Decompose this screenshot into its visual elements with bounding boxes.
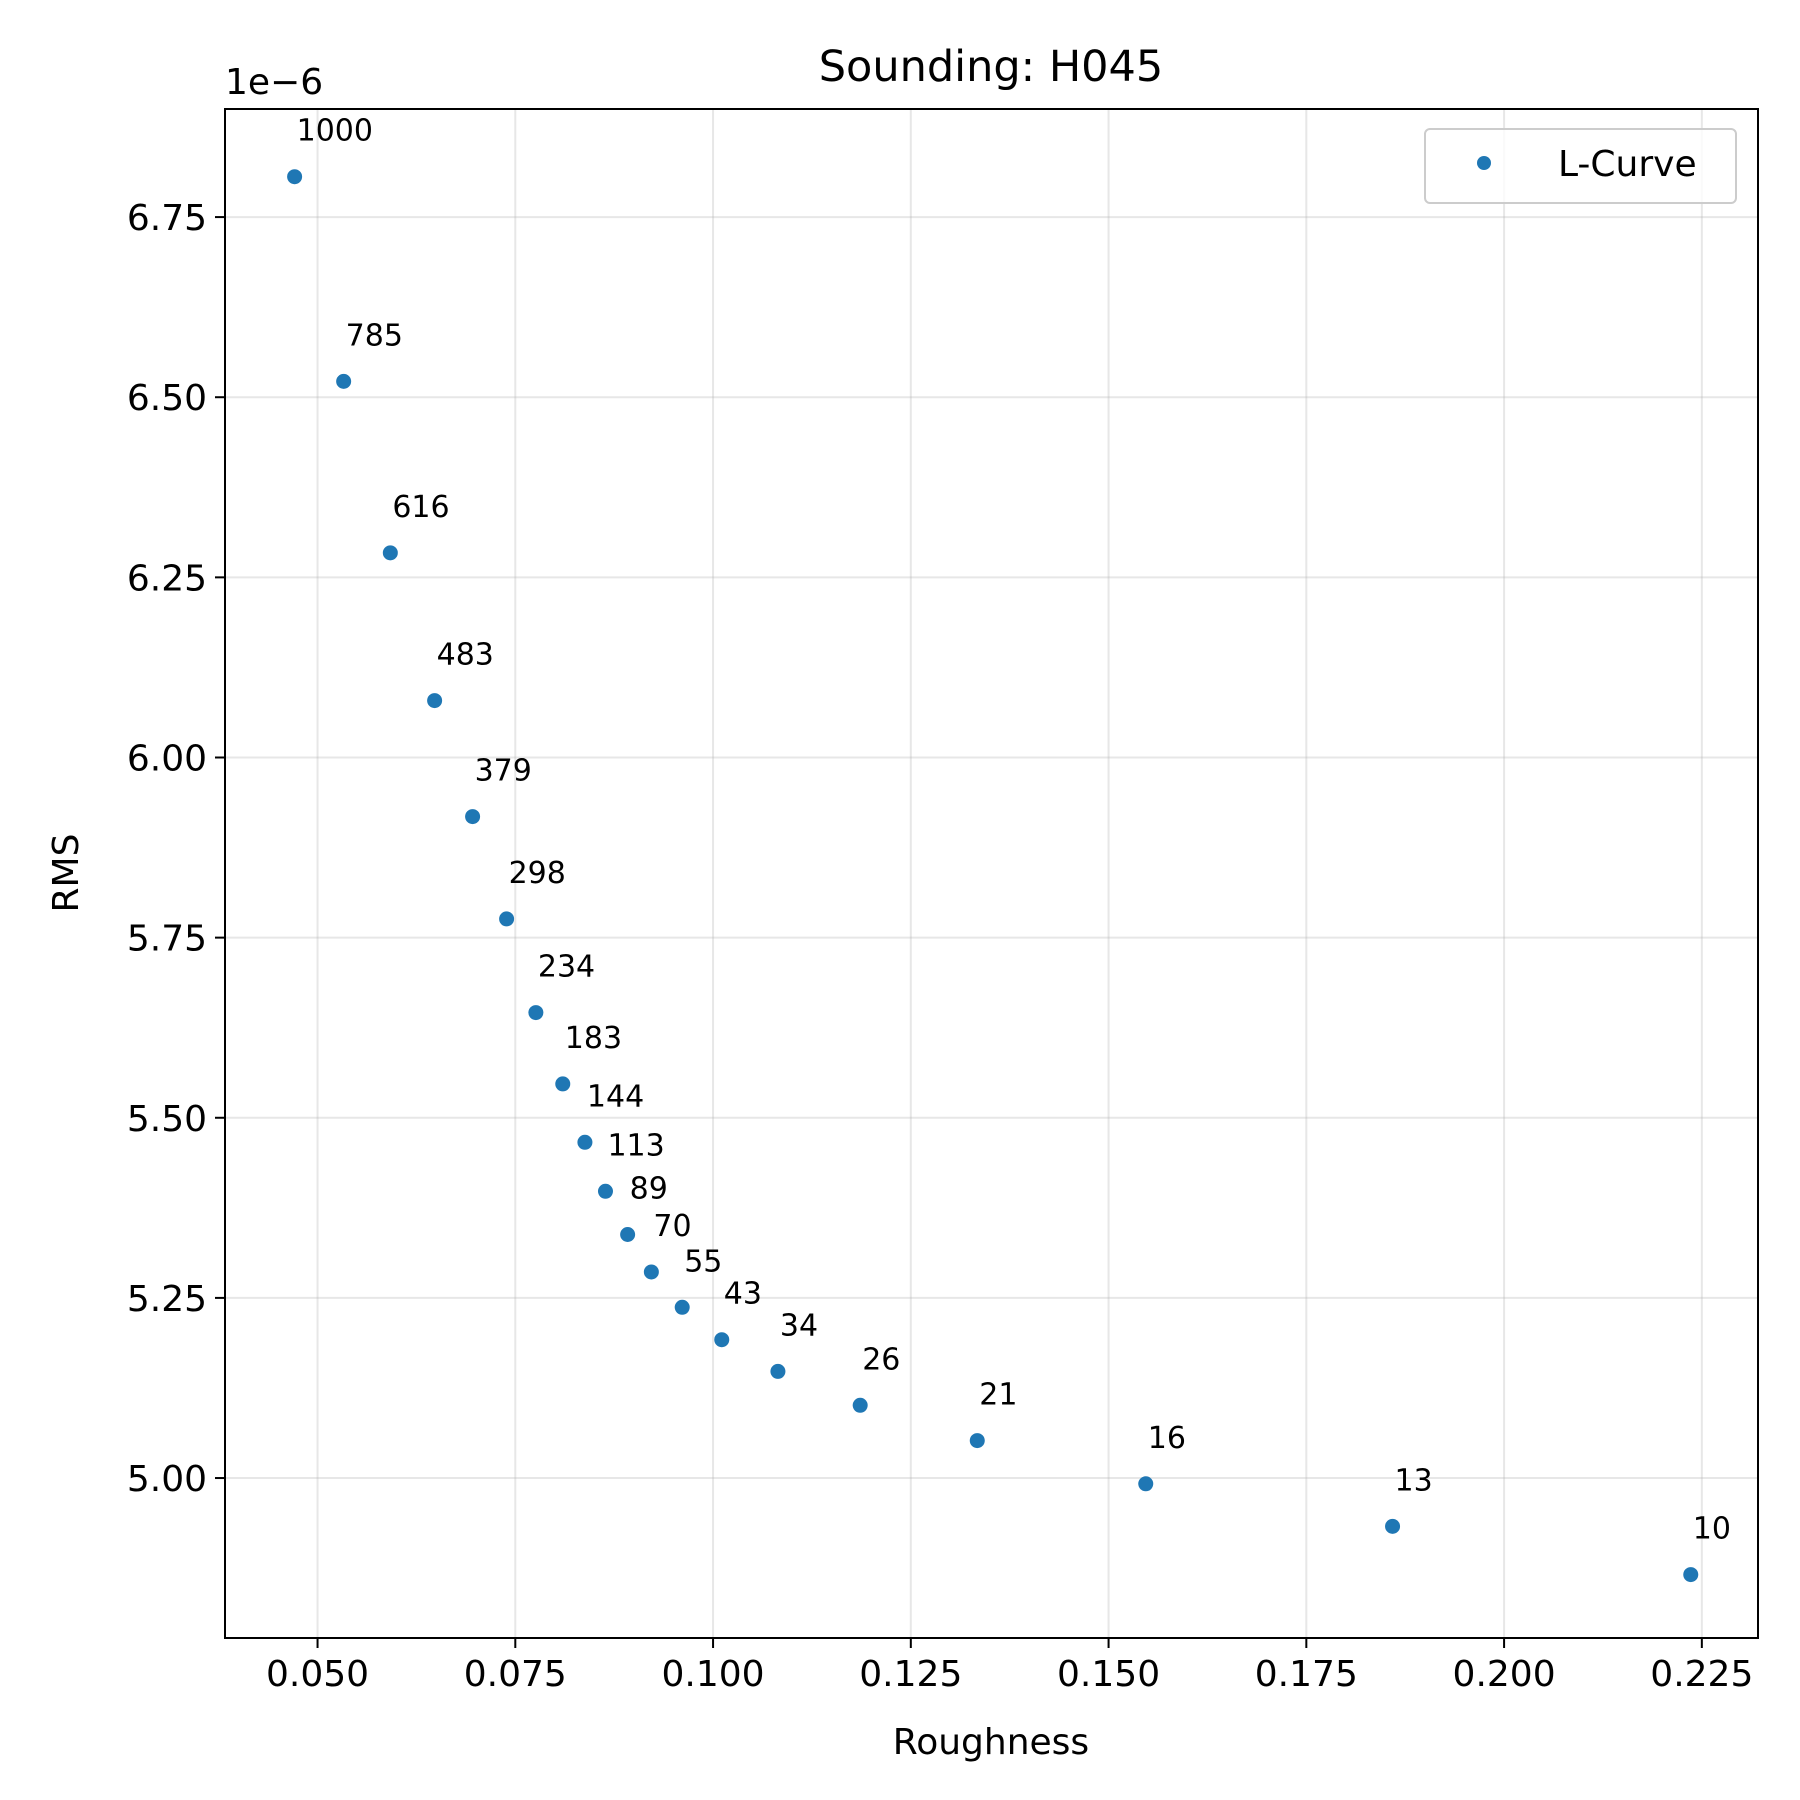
data-point-label: 298 — [509, 856, 566, 891]
data-point-label: 234 — [538, 950, 595, 985]
x-axis: 0.050 0.075 0.100 0.125 0.150 0.175 0.200 0.225 — [266, 1638, 1753, 1695]
data-point — [499, 911, 515, 927]
data-point-label: 21 — [979, 1378, 1017, 1413]
x-tick-label: 0.175 — [1255, 1654, 1358, 1695]
data-points — [287, 169, 1699, 1583]
data-point-label: 89 — [630, 1171, 668, 1206]
data-point — [427, 693, 443, 709]
data-point-label: 10 — [1693, 1512, 1731, 1547]
legend-label: L-Curve — [1558, 144, 1697, 185]
data-point-label: 55 — [684, 1244, 722, 1279]
grid-lines — [225, 109, 1758, 1638]
data-point-label: 379 — [475, 754, 532, 789]
legend-marker — [1477, 156, 1491, 170]
data-point — [1683, 1567, 1699, 1583]
data-point-label: 1000 — [297, 114, 373, 149]
data-point-label: 34 — [780, 1308, 818, 1343]
data-point — [287, 169, 303, 185]
data-point — [336, 373, 352, 389]
x-tick-label: 0.075 — [464, 1654, 567, 1695]
data-point-label: 616 — [392, 490, 449, 525]
data-point — [643, 1264, 659, 1280]
y-tick-label: 6.75 — [127, 198, 207, 239]
data-point — [852, 1397, 868, 1413]
x-tick-label: 0.225 — [1650, 1654, 1753, 1695]
y-tick-label: 6.50 — [127, 378, 207, 419]
plot-area-frame — [224, 108, 1759, 1639]
y-tick-label: 5.25 — [127, 1279, 207, 1320]
data-point-label: 43 — [724, 1277, 762, 1312]
x-tick-label: 0.200 — [1453, 1654, 1556, 1695]
x-axis-label: Roughness — [893, 1722, 1089, 1763]
data-point-label: 70 — [653, 1209, 691, 1244]
data-point-label: 183 — [565, 1021, 622, 1056]
y-offset-text: 1e−6 — [225, 62, 323, 103]
chart-title: Sounding: H045 — [819, 42, 1163, 92]
y-tick-label: 5.00 — [127, 1459, 207, 1500]
data-point — [597, 1183, 613, 1199]
data-point — [1138, 1476, 1154, 1492]
legend: L-Curve — [1424, 128, 1737, 204]
x-tick-label: 0.125 — [859, 1654, 962, 1695]
y-axis-label: RMS — [46, 834, 87, 913]
data-point — [1385, 1518, 1401, 1534]
data-point-label: 113 — [607, 1128, 664, 1163]
y-tick-label: 6.25 — [127, 558, 207, 599]
data-point-label: 483 — [437, 638, 494, 673]
data-point — [577, 1134, 593, 1150]
x-tick-label: 0.050 — [266, 1654, 369, 1695]
data-point-label: 13 — [1395, 1463, 1433, 1498]
data-point — [714, 1332, 730, 1348]
data-point — [969, 1433, 985, 1449]
legend-box — [1424, 128, 1737, 204]
y-axis: 5.00 5.25 5.50 5.75 6.00 6.25 6.50 6.75 — [127, 198, 225, 1500]
data-point — [382, 545, 398, 561]
data-point — [465, 809, 481, 825]
data-point — [528, 1005, 544, 1021]
data-point-label: 144 — [587, 1079, 644, 1114]
y-tick-label: 5.75 — [127, 919, 207, 960]
data-point-label: 785 — [346, 318, 403, 353]
data-point-label: 16 — [1148, 1421, 1186, 1456]
data-point — [674, 1299, 690, 1315]
x-tick-label: 0.100 — [662, 1654, 765, 1695]
y-tick-label: 5.50 — [127, 1099, 207, 1140]
data-point-label: 26 — [862, 1342, 900, 1377]
y-tick-label: 6.00 — [127, 738, 207, 779]
data-point — [620, 1226, 636, 1242]
data-point — [770, 1363, 786, 1379]
x-tick-label: 0.150 — [1057, 1654, 1160, 1695]
data-point — [555, 1076, 571, 1092]
